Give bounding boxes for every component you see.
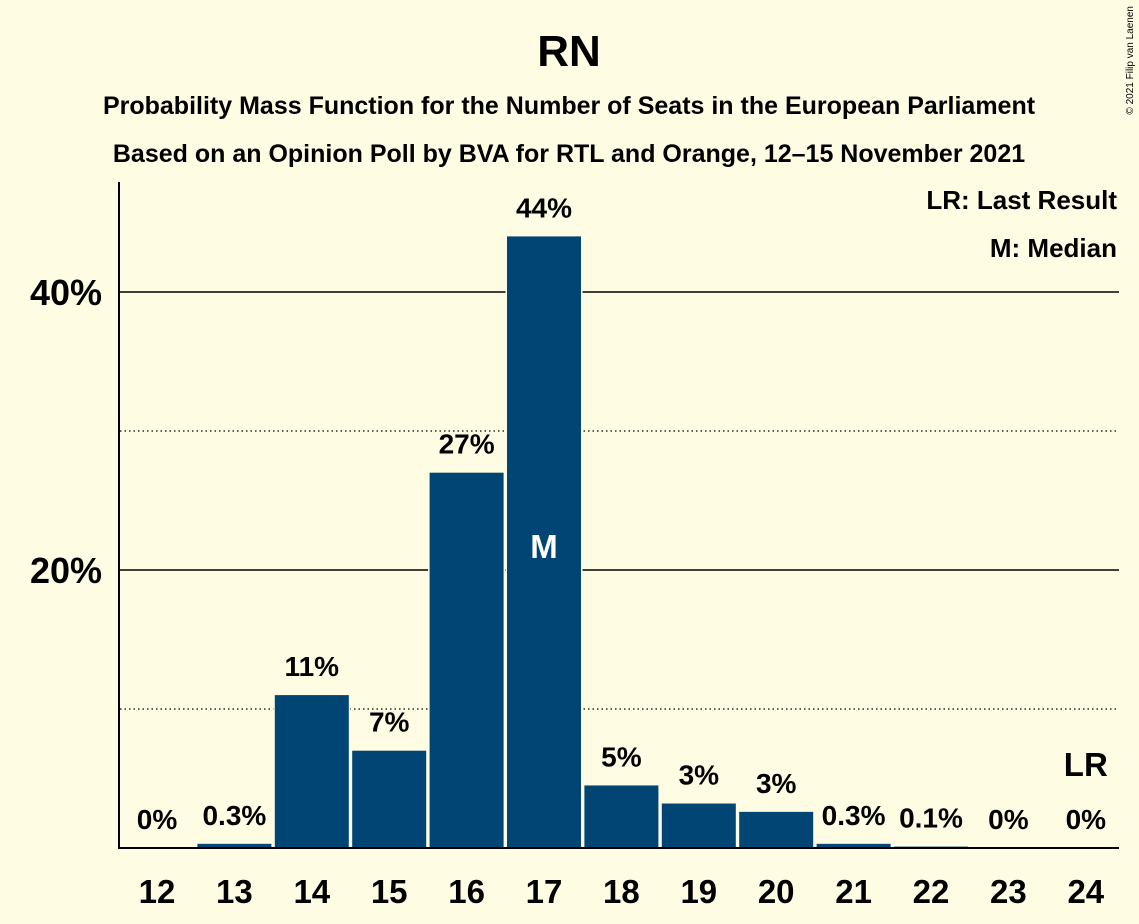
bar-seats-17 [507,236,581,848]
y-tick-label: 40% [30,272,102,313]
bar-gap [892,845,970,848]
x-tick-label-23: 23 [990,873,1027,910]
x-tick-label-19: 19 [680,873,717,910]
data-label-seats-17: 44% [516,192,572,223]
bar-seats-19 [661,803,736,848]
chart-subtitle-line2: Based on an Opinion Poll by BVA for RTL … [113,140,1025,168]
data-label-seats-21: 0.3% [822,800,886,831]
x-tick-label-16: 16 [448,873,485,910]
x-tick-labels: 12 13 14 15 16 17 18 19 20 21 22 23 24 [139,873,1105,910]
data-label-seats-23: 0% [988,804,1029,835]
data-label-seats-13: 0.3% [202,800,266,831]
legend-median: M: Median [990,233,1117,263]
median-marker: M [530,528,558,565]
x-tick-label-15: 15 [371,873,408,910]
x-tick-label-24: 24 [1067,873,1104,910]
gridlines [120,291,1119,710]
x-tick-label-22: 22 [913,873,950,910]
bar-seats-18 [584,785,659,848]
x-tick-label-14: 14 [293,873,330,910]
data-label-seats-16: 27% [439,429,495,460]
legend-last-result: LR: Last Result [926,185,1117,215]
x-tick-label-12: 12 [139,873,176,910]
data-label-seats-18: 5% [601,741,642,772]
y-tick-labels: 20% 40% [30,272,102,591]
data-label-seats-22: 0.1% [899,803,963,834]
bar-seats-16 [429,472,504,848]
data-label-seats-12: 0% [137,804,178,835]
last-result-marker: LR [1064,746,1108,783]
data-label-seats-19: 3% [679,760,720,791]
data-label-seats-20: 3% [756,768,797,799]
bar-seats-21 [816,843,891,848]
y-tick-label: 20% [30,550,102,591]
bars [195,234,970,848]
copyright-note: © 2021 Filip van Laenen [1125,6,1136,115]
bar-seats-13 [197,843,272,848]
chart-subtitle-line1: Probability Mass Function for the Number… [103,92,1036,120]
x-tick-label-20: 20 [758,873,795,910]
bar-seats-15 [352,750,427,848]
chart-title: RN [537,27,601,76]
x-tick-label-13: 13 [216,873,253,910]
data-label-seats-24: 0% [1066,804,1107,835]
data-label-seats-14: 11% [285,651,340,682]
bar-seats-14 [274,695,349,848]
x-tick-label-17: 17 [526,873,563,910]
data-labels: 0% 0.3% 11% 7% 27% 44% M 5% 3% 3% 0.3% 0.1% 0% 0% LR [137,192,1108,835]
data-label-seats-15: 7% [369,707,410,738]
x-tick-label-21: 21 [835,873,872,910]
x-tick-label-18: 18 [603,873,640,910]
bar-seats-20 [739,811,814,848]
